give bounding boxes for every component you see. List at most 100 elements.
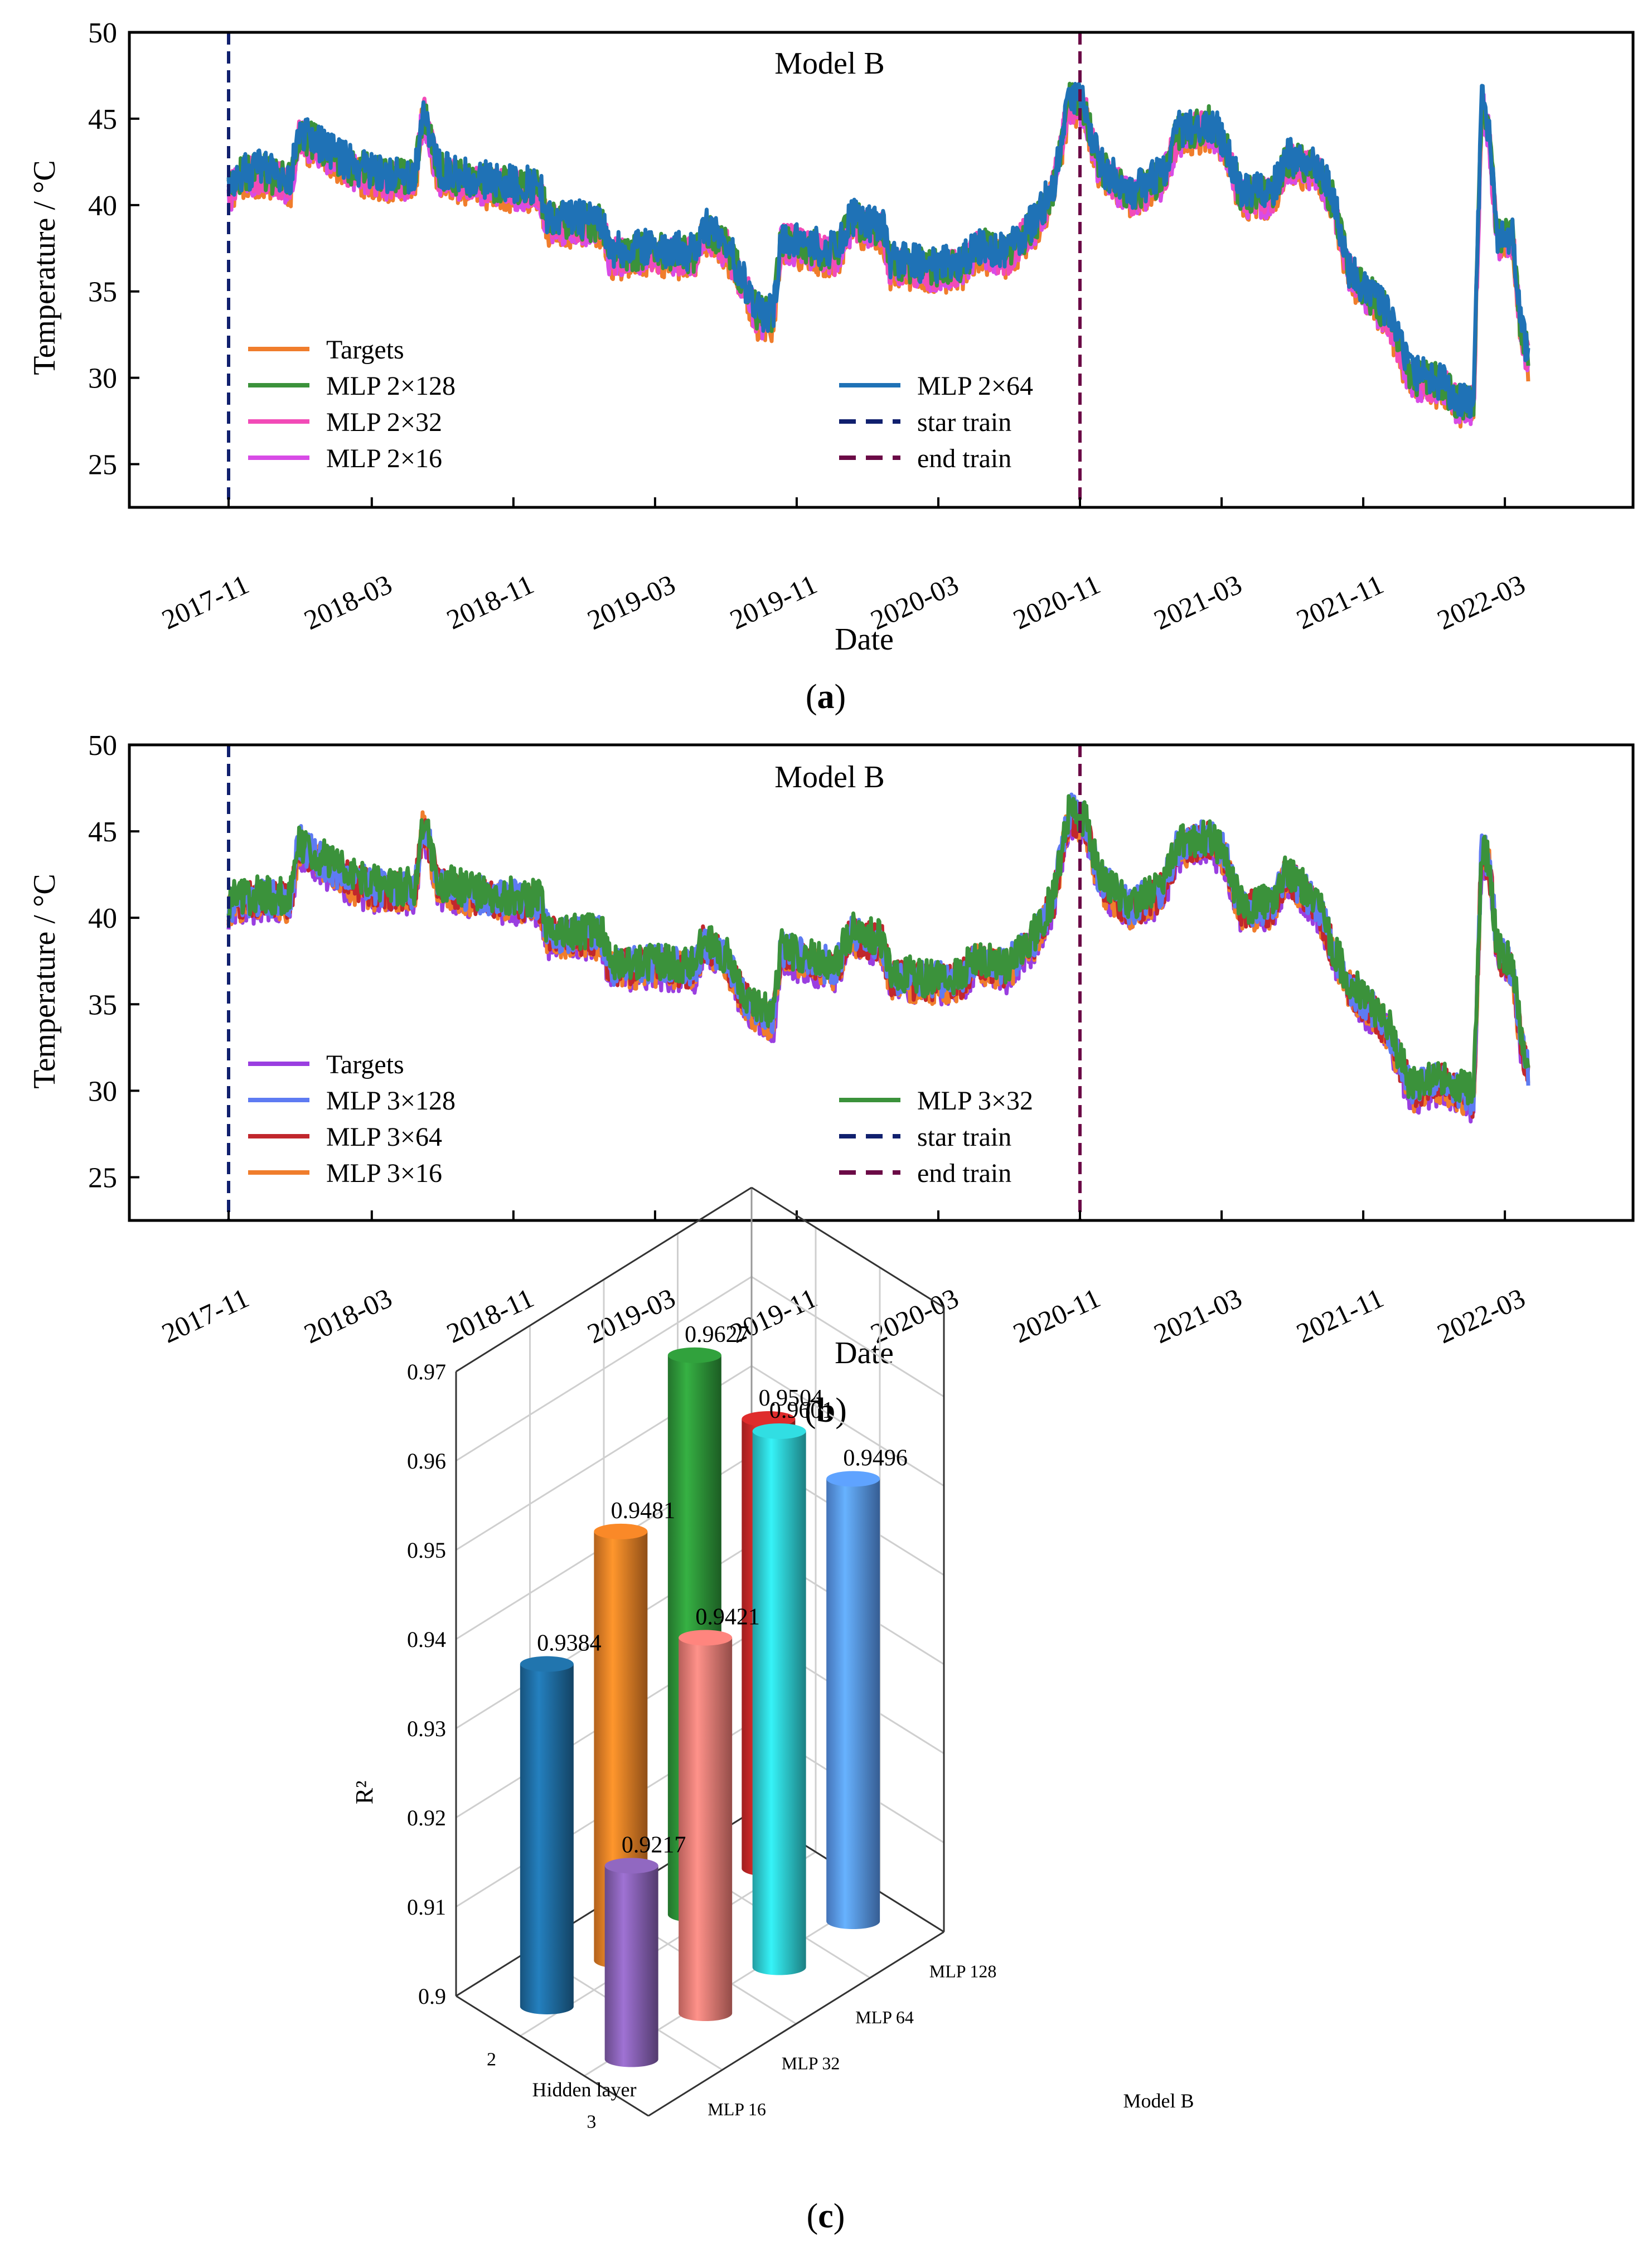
panel-b-y-tick-label: 50 [88, 730, 117, 762]
panel-c-bar-cap [752, 1423, 806, 1439]
panel-a-title: Model B [774, 46, 885, 81]
panel-b-legend-label: MLP 3×16 [326, 1159, 442, 1188]
panel-c-z-tick-label: 0.94 [407, 1627, 446, 1652]
panel-b-legend-label: end train [917, 1159, 1011, 1188]
panel-c-bars [520, 1347, 880, 2067]
panel-a-legend-label: MLP 2×32 [326, 408, 442, 437]
panel-b-x-tick-label: 2019-03 [583, 1282, 680, 1349]
panel-c-bar-cap [679, 1630, 733, 1646]
panel-b-y-tick-label: 40 [88, 903, 117, 934]
panel-c-bar-cap [667, 1347, 721, 1363]
panel-c-bar-value-label: 0.9481 [611, 1498, 676, 1524]
panel-b-legend: Targets MLP 3×128 MLP 3×64 MLP 3×16 MLP 3×32… [248, 1050, 1033, 1188]
panel-b-train-lines [227, 745, 1082, 1220]
panel-a-caption: (a) [806, 678, 846, 716]
panel-b-y-tick-label: 35 [88, 989, 117, 1021]
panel-c-hidden-layer-tick: 3 [587, 2111, 596, 2132]
panel-a-y-tick-label: 30 [88, 363, 117, 395]
panel-c-bar-cap [826, 1471, 880, 1487]
panel-c-bar-labels: 0.9504 0.9627 0.9481 0.9384 0.9496 0.9601 0.94… [537, 1322, 908, 1858]
panel-a-x-axis-label: Date [835, 622, 894, 657]
panel-b-title: Model B [774, 760, 885, 794]
panel-a-x-tick-label: 2022-03 [1432, 568, 1530, 636]
panel-a-x-tick-label: 2020-11 [1009, 568, 1105, 635]
panel-b-legend-label: MLP 3×64 [326, 1122, 442, 1152]
panel-c-z-tick-label: 0.93 [407, 1716, 446, 1741]
panel-a-legend-label: Targets [326, 335, 404, 365]
panel-c-caption-letter: c [818, 2197, 834, 2235]
panel-c-bar-cap [594, 1523, 648, 1539]
panel-a-x-tick-label: 2019-11 [725, 568, 822, 635]
panel-c-grid-line [751, 1276, 944, 1398]
panel-c-model-tick: MLP 128 [929, 1961, 997, 1981]
panel-a-x-tick-label: 2021-11 [1292, 568, 1388, 635]
panel-b: 25 30 35 40 45 50 2017-11 2018-03 2018-11 2019-0… [27, 730, 1635, 1430]
panel-a-y-tick-label: 40 [88, 190, 117, 222]
panel-a-caption-letter: a [817, 678, 835, 716]
panel-c-frame-line [456, 1995, 649, 2117]
panel-a-x-tick-label: 2021-03 [1149, 568, 1247, 636]
panel-b-caption-letter: b [816, 1392, 835, 1430]
panel-a-legend-label: MLP 2×16 [326, 444, 442, 473]
panel-c-frame-line [648, 1931, 944, 2117]
panel-b-x-tick-label: 2018-03 [299, 1282, 397, 1349]
panel-a-legend-label: end train [917, 444, 1011, 473]
panel-b-x-tick-label: 2017-11 [157, 1282, 254, 1349]
panel-a-series-group [226, 81, 1530, 429]
panel-b-x-tick-label: 2018-11 [442, 1282, 538, 1349]
panel-a-y-tick-label: 35 [88, 277, 117, 308]
panel-b-y-tick-label: 30 [88, 1075, 117, 1107]
panel-c-z-axis-label: R² [351, 1781, 378, 1805]
panel-c-hidden-layer-tick: 2 [487, 2049, 496, 2070]
panel-b-legend-label: Targets [326, 1050, 404, 1079]
panel-b-x-tick-label: 2022-03 [1432, 1282, 1530, 1349]
panel-c-model-tick: MLP 32 [782, 2053, 840, 2073]
panel-a-plot-frame [128, 31, 1635, 509]
panel-b-plot-frame [128, 743, 1635, 1222]
panel-c-grid-line [751, 1365, 944, 1487]
panel-a-y-tick-label: 50 [88, 17, 117, 49]
panel-a-x-tick-label: 2018-03 [299, 568, 397, 636]
panel-c-z-tick-label: 0.9 [418, 1984, 446, 2009]
panel-a: 25 30 35 40 45 50 2017-11 2018-03 2018-11 2019-0… [27, 17, 1635, 716]
panel-b-y-ticks: 25 30 35 40 45 50 [88, 730, 139, 1194]
panel-c-bar-value-label: 0.9384 [537, 1631, 602, 1656]
panel-c-z-tick-label: 0.96 [407, 1448, 446, 1474]
panel-b-x-axis-label: Date [835, 1336, 894, 1370]
panel-a-legend-label: star train [917, 408, 1011, 437]
panel-a-series-mlp-2-64 [226, 81, 1530, 419]
panel-a-y-tick-label: 25 [88, 449, 117, 481]
panel-a-train-lines [227, 32, 1082, 507]
panel-a-x-ticks: 2017-11 2018-03 2018-11 2019-03 2019-11 2020-… [157, 497, 1530, 636]
panel-c-model-axis: MLP 16 MLP 32 MLP 64 MLP 128 [708, 1961, 996, 2119]
panel-c-z-tick-label: 0.95 [407, 1538, 446, 1563]
panel-a-y-ticks: 25 30 35 40 45 50 [88, 17, 139, 481]
panel-c-bar-value-label: 0.9627 [685, 1322, 749, 1348]
panel-b-y-axis-label: Temperature / °C [27, 874, 62, 1088]
panel-c-bar-value-label: 0.9217 [622, 1832, 686, 1858]
panel-c-frame-line [456, 1186, 752, 1373]
panel-c-bar-cap [520, 1656, 574, 1672]
panel-c-bar-3-mlp-64 [752, 1431, 806, 1975]
panel-c-bar-2-mlp-16 [520, 1664, 574, 2014]
panel-b-x-tick-label: 2020-11 [1009, 1282, 1105, 1349]
panel-b-x-tick-label: 2021-03 [1149, 1282, 1247, 1349]
panel-c-y-axis-label: Model B [1123, 2090, 1194, 2112]
panel-c-bar-value-label: 0.9601 [769, 1398, 834, 1423]
panel-c-hidden-layer-axis: 23 [487, 2049, 596, 2133]
panel-c-model-tick: MLP 64 [855, 2007, 914, 2027]
panel-c-z-ticks: 0.9 0.91 0.92 0.93 0.94 0.95 0.96 0.97 [407, 1359, 446, 2009]
panel-a-legend-label: MLP 2×128 [326, 371, 456, 401]
panel-b-x-ticks: 2017-11 2018-03 2018-11 2019-03 2019-11 2020-… [157, 1210, 1530, 1349]
panel-c-bar-cap [742, 1411, 796, 1427]
panel-c-z-tick-label: 0.92 [407, 1805, 446, 1830]
panel-a-y-tick-label: 45 [88, 104, 117, 135]
panel-c-bar-value-label: 0.9504 [759, 1385, 823, 1411]
panel-c: 0.90.910.920.930.940.950.960.97 0.95040.… [351, 1186, 1194, 2235]
panel-c-bar-3-mlp-128 [826, 1479, 880, 1930]
panel-c-model-tick: MLP 16 [708, 2099, 766, 2119]
panel-b-legend-label: MLP 3×128 [326, 1086, 456, 1116]
panel-c-caption: (c) [807, 2197, 845, 2235]
panel-b-caption: (b) [805, 1392, 847, 1430]
